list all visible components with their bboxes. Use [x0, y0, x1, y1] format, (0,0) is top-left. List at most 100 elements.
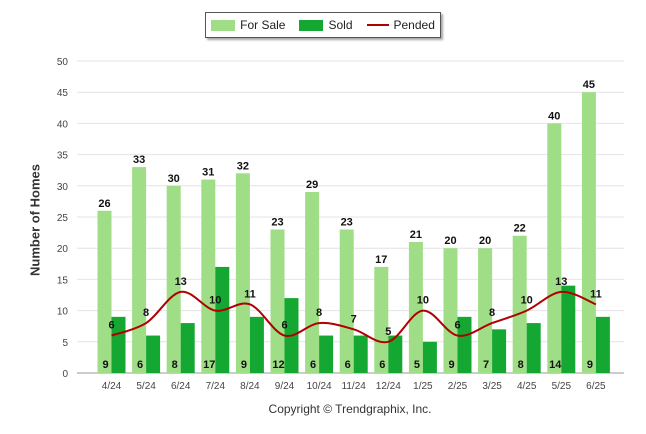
pended-value-label: 8: [489, 307, 495, 319]
x-tick-label: 1/25: [413, 381, 433, 392]
sold-value-label: 9: [448, 359, 454, 371]
for-sale-value-label: 31: [202, 167, 214, 179]
x-tick-label: 3/25: [482, 381, 502, 392]
pended-value-label: 6: [454, 320, 460, 332]
sold-value-label: 7: [483, 359, 489, 371]
for-sale-bar: [512, 235, 527, 373]
sold-value-label: 6: [345, 359, 351, 371]
y-tick-label: 5: [62, 338, 68, 349]
x-tick-label: 5/25: [552, 381, 572, 392]
pended-value-label: 5: [385, 326, 391, 338]
pended-line: [111, 290, 597, 344]
sold-bar: [595, 316, 610, 373]
legend-label-for-sale: For Sale: [240, 18, 286, 32]
sold-bar: [422, 341, 437, 373]
chart-legend: For Sale Sold Pended: [205, 12, 441, 38]
sold-value-label: 12: [272, 359, 284, 371]
for-sale-bar: [305, 192, 320, 373]
for-sale-value-label: 17: [375, 254, 387, 266]
x-tick-label: 10/24: [307, 381, 332, 392]
sold-swatch: [299, 19, 324, 31]
y-axis-title: Number of Homes: [10, 120, 60, 320]
pended-value-label: 6: [108, 320, 114, 332]
sold-value-label: 8: [172, 359, 178, 371]
y-tick-label: 35: [57, 151, 69, 162]
pended-value-label: 13: [555, 276, 567, 288]
sold-bar: [353, 335, 368, 373]
x-tick-label: 7/24: [206, 381, 226, 392]
for-sale-value-label: 20: [444, 235, 456, 247]
legend-label-pended: Pended: [393, 18, 435, 32]
sold-bar: [457, 316, 472, 373]
x-tick-label: 2/25: [448, 381, 468, 392]
for-sale-value-label: 33: [133, 154, 145, 166]
sold-bar: [319, 335, 334, 373]
sold-value-label: 9: [587, 359, 593, 371]
sold-value-label: 6: [137, 359, 143, 371]
for-sale-bar: [547, 123, 562, 374]
for-sale-bar: [581, 92, 596, 373]
sold-bar: [249, 316, 264, 373]
legend-item-pended: Pended: [366, 18, 435, 32]
x-tick-label: 11/24: [342, 381, 367, 392]
y-tick-label: 15: [57, 275, 69, 286]
x-tick-label: 8/24: [240, 381, 260, 392]
pended-value-label: 8: [143, 307, 149, 319]
sold-bar: [180, 323, 195, 373]
for-sale-value-label: 23: [341, 216, 353, 228]
sold-bar: [561, 285, 576, 373]
for-sale-bar: [443, 248, 458, 373]
for-sale-bar: [132, 167, 147, 373]
for-sale-value-label: 26: [98, 198, 110, 210]
pended-value-label: 11: [244, 288, 256, 300]
for-sale-value-label: 21: [410, 229, 422, 241]
for-sale-value-label: 32: [237, 160, 249, 172]
for-sale-bar: [235, 173, 250, 373]
x-tick-label: 6/24: [171, 381, 191, 392]
sold-bar: [388, 335, 403, 373]
sold-value-label: 6: [379, 359, 385, 371]
sold-bar: [111, 316, 126, 373]
legend-item-sold: Sold: [299, 18, 353, 32]
x-tick-label: 4/24: [102, 381, 122, 392]
sold-bar: [146, 335, 161, 373]
x-tick-label: 4/25: [517, 381, 537, 392]
sold-value-label: 14: [549, 359, 562, 371]
pended-value-label: 10: [417, 295, 429, 307]
y-axis-title-text: Number of Homes: [27, 164, 43, 276]
for-sale-bar: [374, 266, 389, 373]
x-tick-label: 12/24: [376, 381, 401, 392]
for-sale-value-label: 40: [548, 110, 560, 122]
for-sale-bar: [339, 229, 354, 373]
for-sale-value-label: 22: [514, 223, 526, 235]
sold-bar: [526, 323, 541, 373]
pended-value-label: 10: [209, 295, 221, 307]
for-sale-bar: [270, 229, 285, 373]
for-sale-bar: [97, 210, 112, 373]
y-tick-label: 30: [57, 182, 69, 193]
y-tick-label: 40: [57, 119, 69, 130]
sold-bar: [215, 266, 230, 373]
y-tick-label: 0: [62, 369, 68, 380]
sold-value-label: 9: [102, 359, 108, 371]
for-sale-value-label: 23: [271, 216, 283, 228]
sold-value-label: 9: [241, 359, 247, 371]
pended-value-label: 8: [316, 307, 322, 319]
for-sale-swatch: [211, 19, 236, 31]
sold-value-label: 17: [203, 359, 215, 371]
x-tick-label: 9/24: [275, 381, 295, 392]
pended-swatch: [366, 24, 389, 26]
for-sale-value-label: 20: [479, 235, 491, 247]
copyright-footer: Copyright © Trendgraphix, Inc.: [268, 402, 432, 416]
x-tick-label: 6/25: [586, 381, 606, 392]
legend-label-sold: Sold: [328, 18, 353, 32]
for-sale-value-label: 30: [168, 173, 180, 185]
for-sale-value-label: 29: [306, 179, 318, 191]
legend-item-for-sale: For Sale: [211, 18, 285, 32]
y-tick-label: 10: [57, 307, 69, 318]
for-sale-bar: [201, 179, 216, 373]
x-tick-label: 5/24: [136, 381, 156, 392]
for-sale-value-label: 45: [583, 79, 595, 91]
pended-value-label: 13: [175, 276, 187, 288]
